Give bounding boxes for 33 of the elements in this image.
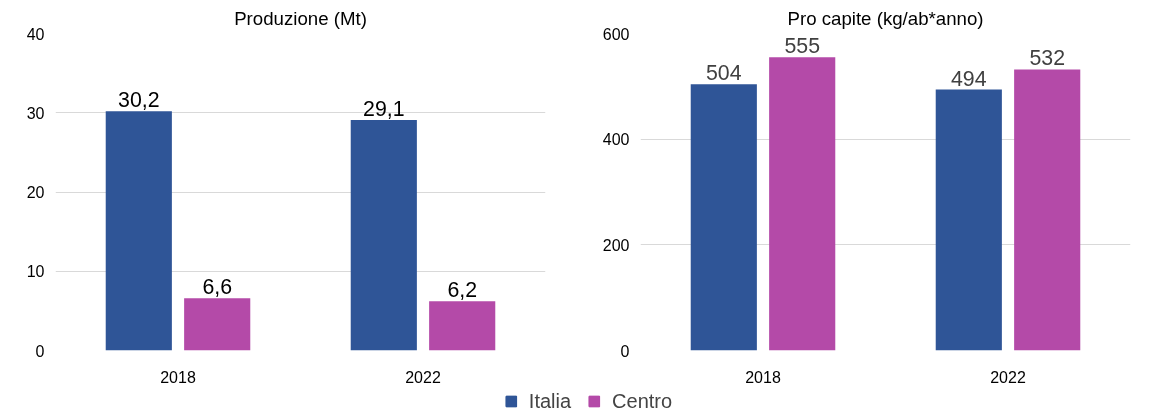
data-label: 6,2 [447,278,478,303]
chart-title: Produzione (Mt) [234,7,367,29]
y-tick-label: 400 [602,131,630,149]
data-label: 494 [951,66,987,91]
x-tick-label: 2022 [405,368,441,386]
y-tick-label: 20 [26,184,45,201]
y-tick-label: 0 [35,342,45,360]
data-label: 504 [706,61,742,86]
chart-title: Pro capite (kg/ab*anno) [787,7,984,29]
bar [1014,69,1081,351]
bar [429,301,496,351]
y-tick-label: 200 [602,236,630,254]
x-tick-label: 2018 [745,368,781,386]
bar [184,298,251,351]
y-tick-label: 600 [602,25,630,43]
bar [350,119,417,351]
y-tick-label: 0 [620,342,630,360]
bar [690,84,757,351]
data-label: 30,2 [118,88,160,113]
x-tick-label: 2022 [990,368,1026,386]
y-tick-label: 10 [26,263,45,281]
bar [935,89,1002,351]
data-label: 29,1 [363,96,405,121]
x-tick-label: 2018 [160,368,196,386]
legend-label: Centro [612,389,673,413]
data-label: 6,6 [202,275,233,300]
y-tick-label: 30 [26,104,45,122]
data-label: 532 [1029,46,1065,71]
y-tick-label: 40 [26,25,45,43]
bar [105,111,172,351]
bar [769,57,836,351]
data-label: 555 [784,34,820,59]
legend-label: Italia [528,389,572,413]
